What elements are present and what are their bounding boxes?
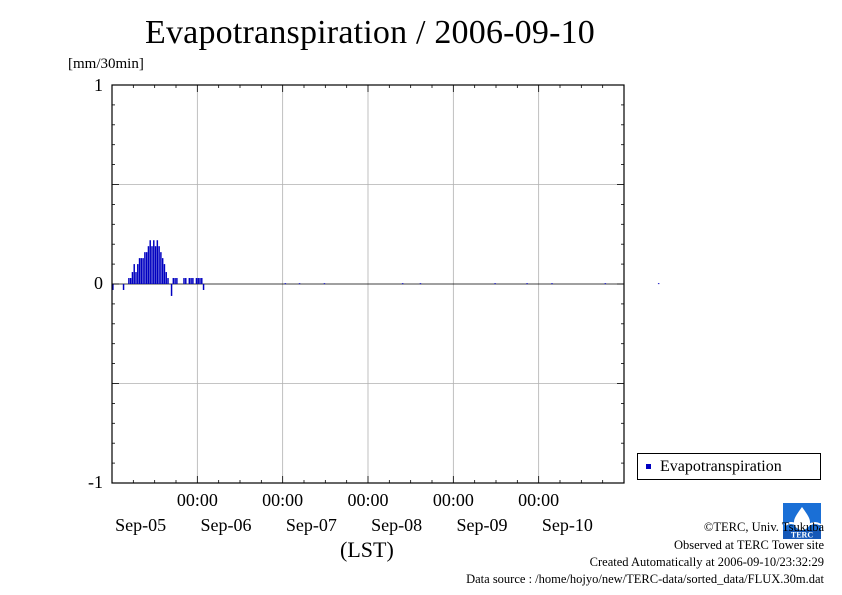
data-bar [147,246,150,284]
data-bar [137,264,139,284]
data-bar [185,278,187,284]
data-bar [183,278,185,284]
x-axis-label: (LST) [340,537,394,562]
credit-copyright: ©TERC, Univ. Tsukuba [703,520,824,534]
x-date-tick-label: Sep-10 [542,515,593,535]
data-bar [170,284,173,296]
data-bar [163,264,166,284]
data-bar [154,246,157,284]
data-bar [657,283,660,285]
chart-title: Evapotranspiration / 2006-09-10 [145,14,595,51]
data-bar [156,240,159,284]
data-bar [284,283,287,285]
data-bar [133,264,135,284]
data-bar [199,278,201,284]
data-bar [161,258,164,284]
terc-logo: TERC [783,503,821,539]
data-bar [176,278,178,284]
data-bar [158,246,160,284]
logo-text: TERC [791,531,813,540]
data-bar [419,283,422,285]
data-bar [401,283,404,285]
x-date-tick-label: Sep-08 [371,515,422,535]
legend-label: Evapotranspiration [660,457,782,475]
data-bar [494,283,496,285]
data-bar [165,272,167,284]
data-bar [135,272,137,284]
x-time-tick-label: 00:00 [177,490,218,510]
data-bar [323,283,326,285]
data-bar [129,278,132,284]
data-bar [140,258,143,284]
data-bar [122,284,125,290]
data-bar [526,283,528,285]
data-bar [190,278,192,284]
data-bar [144,252,146,284]
data-bar [142,258,144,284]
data-bar [604,283,607,285]
x-time-tick-label: 00:00 [262,490,303,510]
data-bar [138,258,141,284]
data-bar [160,252,162,284]
data-bar [172,278,175,284]
data-bar [551,283,553,285]
data-bar [112,284,114,290]
data-bar [145,252,148,284]
data-bar [151,246,153,284]
x-date-tick-label: Sep-06 [201,515,252,535]
credit-created: Created Automatically at 2006-09-10/23:3… [589,555,824,569]
data-bar [149,240,151,284]
credit-source: Data source : /home/hojyo/new/TERC-data/… [466,572,824,586]
y-axis-unit: [mm/30min] [68,56,144,72]
data-bar [128,278,130,284]
x-date-tick-label: Sep-09 [457,515,508,535]
data-bar [192,278,194,284]
credit-observed: Observed at TERC Tower site [673,538,824,552]
data-bar [197,278,199,284]
x-time-tick-label: 00:00 [347,490,388,510]
y-tick-label: 0 [94,273,103,293]
y-tick-label: -1 [88,472,103,492]
data-bar [174,278,176,284]
data-bar [298,283,301,285]
data-bar [188,278,191,284]
data-bar [131,272,134,284]
data-bar [167,278,169,284]
data-bar [195,278,198,284]
legend: Evapotranspiration [637,453,821,480]
data-bar [202,284,205,290]
x-time-tick-label: 00:00 [433,490,474,510]
legend-swatch [646,464,651,469]
x-time-tick-label: 00:00 [518,490,559,510]
x-date-tick-label: Sep-05 [115,515,166,535]
data-bar [153,240,155,284]
data-bar [201,278,203,284]
y-tick-label: 1 [94,75,103,95]
x-date-tick-label: Sep-07 [286,515,337,535]
